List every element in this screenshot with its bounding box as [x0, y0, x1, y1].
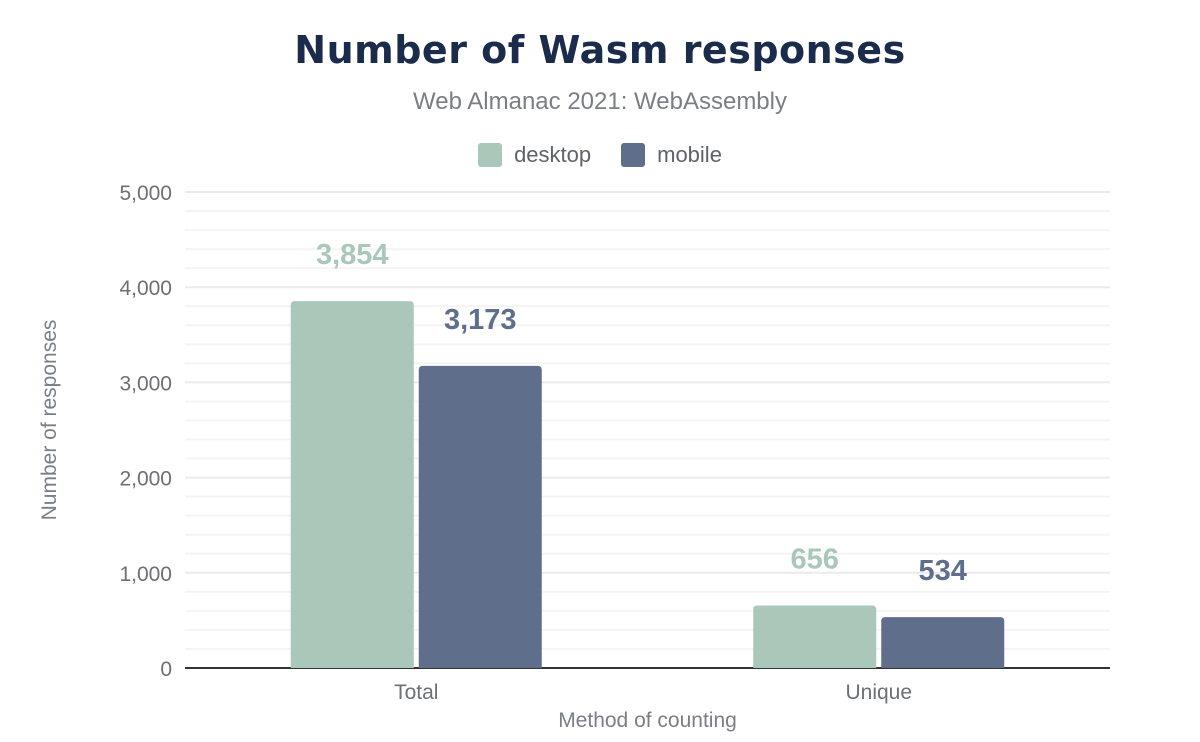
y-tick-label: 5,000	[119, 182, 172, 205]
chart-subtitle: Web Almanac 2021: WebAssembly	[413, 88, 787, 115]
legend-label-mobile: mobile	[657, 142, 722, 167]
data-label-mobile: 3,173	[444, 304, 517, 336]
y-tick-label: 4,000	[119, 277, 172, 300]
bar-desktop-total	[290, 301, 414, 668]
data-label-mobile: 534	[919, 555, 967, 587]
y-axis-title: Number of responses	[38, 320, 61, 521]
legend-label-desktop: desktop	[514, 142, 592, 167]
legend: desktop mobile	[0, 142, 1200, 168]
y-tick-label: 1,000	[119, 563, 172, 586]
data-label-desktop: 656	[791, 544, 839, 576]
x-tick-label: Total	[394, 681, 438, 704]
bar-desktop-unique	[753, 605, 877, 668]
legend-swatch-desktop	[478, 143, 503, 167]
chart-title: Number of Wasm responses	[294, 28, 906, 72]
x-tick-label: Unique	[845, 681, 912, 704]
y-tick-label: 3,000	[119, 372, 172, 395]
data-label-desktop: 3,854	[316, 239, 389, 271]
bar-mobile-total	[418, 365, 542, 668]
x-axis-title: Method of counting	[558, 709, 737, 732]
bar-mobile-unique	[881, 617, 1005, 668]
y-tick-label: 0	[160, 658, 172, 681]
legend-item-mobile[interactable]: mobile	[621, 142, 722, 168]
legend-swatch-mobile	[621, 143, 646, 167]
legend-item-desktop[interactable]: desktop	[478, 142, 591, 168]
y-tick-label: 2,000	[119, 468, 172, 491]
